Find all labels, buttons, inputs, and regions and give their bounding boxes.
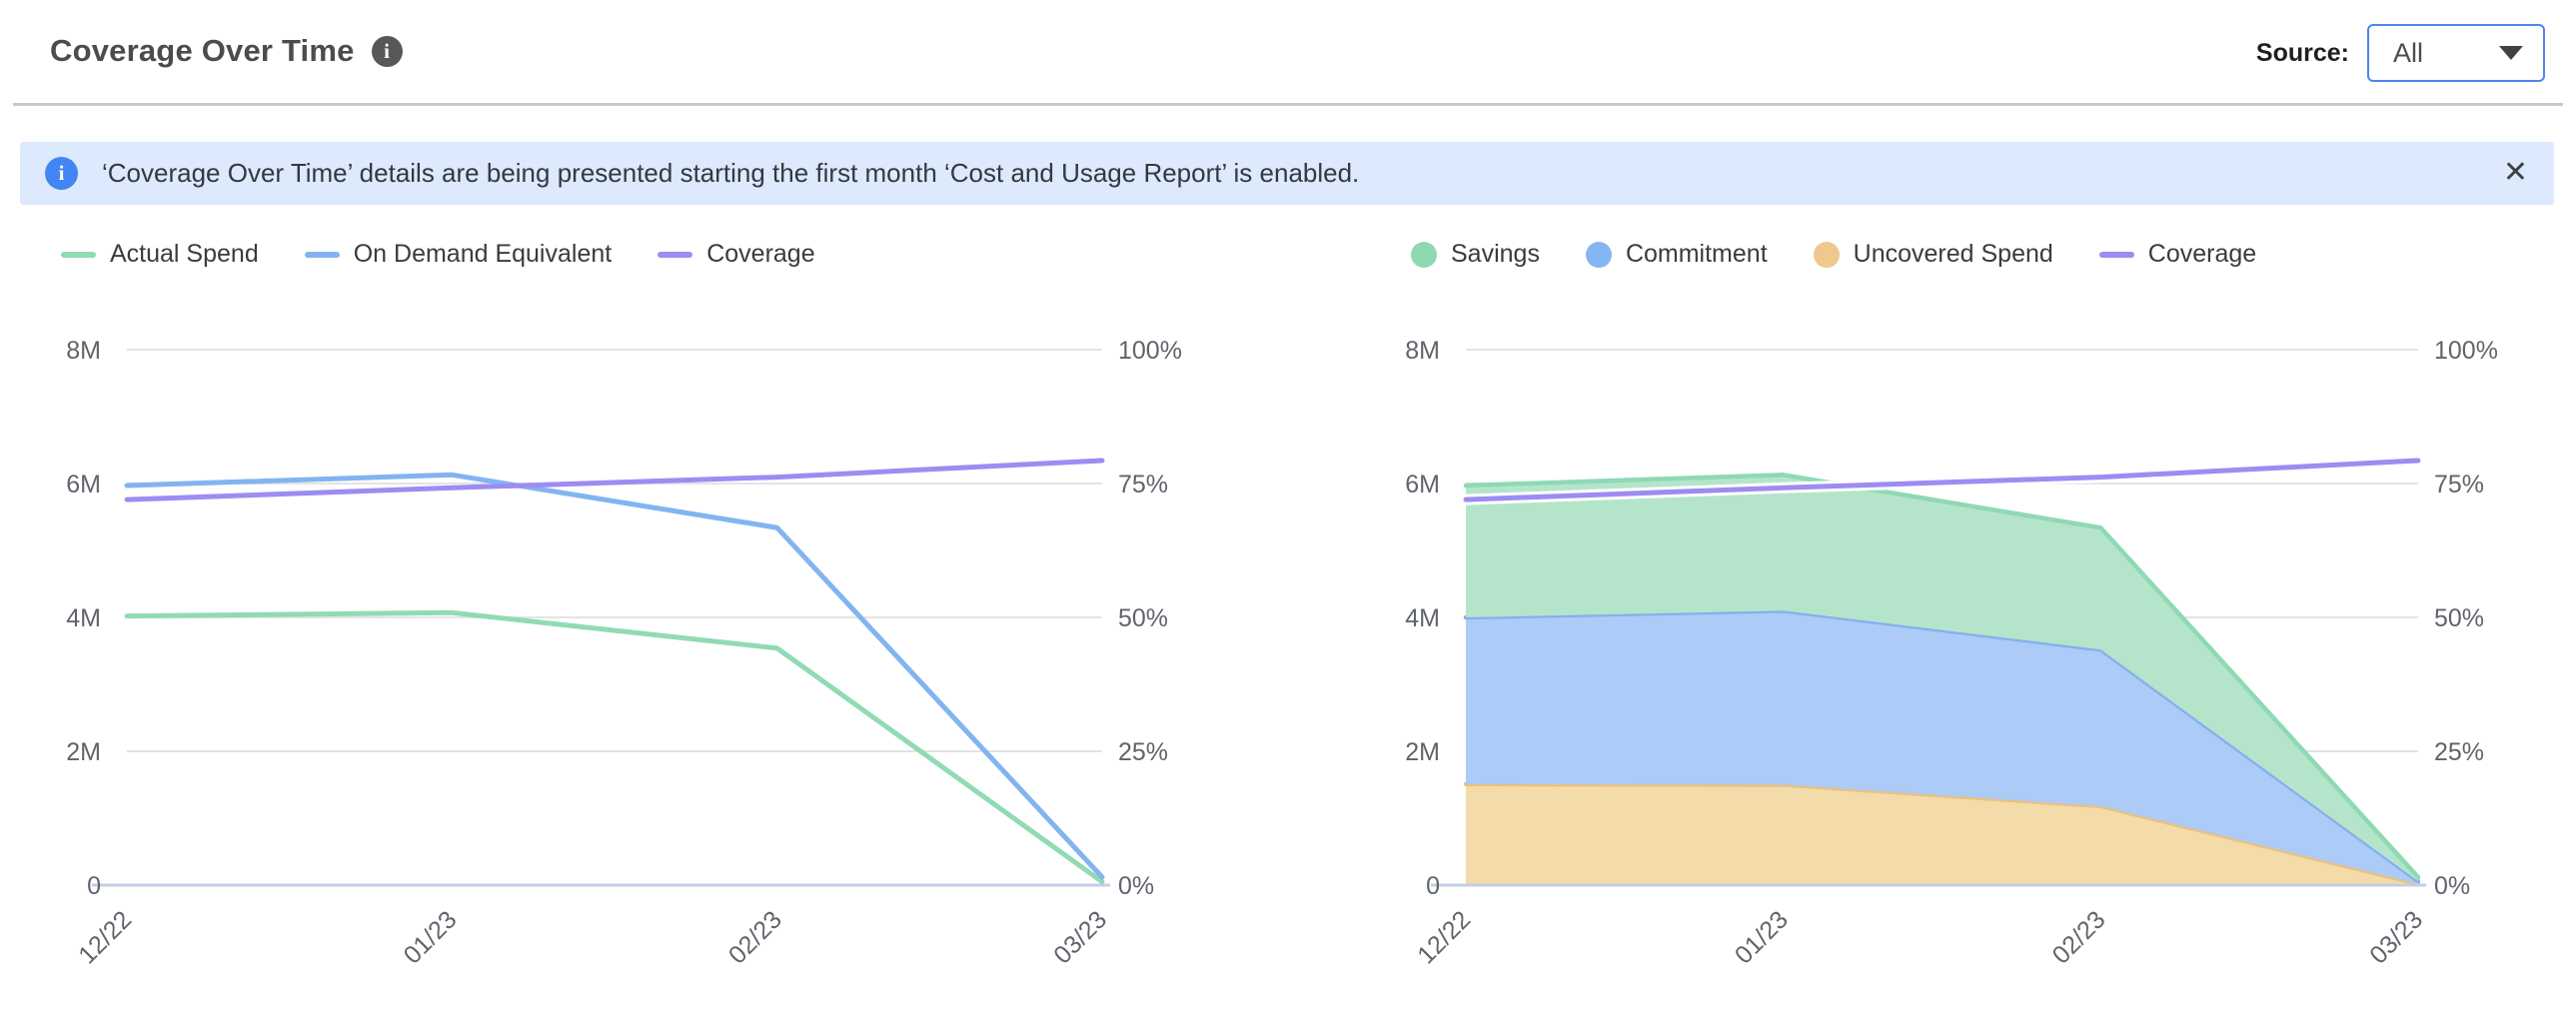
source-dropdown-value: All <box>2393 37 2424 68</box>
y-axis-right-tick: 25% <box>1118 738 1168 766</box>
source-dropdown[interactable]: All <box>2367 24 2545 82</box>
y-axis-left-tick: 4M <box>1405 604 1440 632</box>
banner-close-icon[interactable]: ✕ <box>2502 156 2528 189</box>
legend-label: Coverage <box>2147 240 2257 268</box>
y-axis-right-tick: 75% <box>2434 471 2484 499</box>
y-axis-right-tick: 100% <box>2434 337 2498 365</box>
y-axis-left-tick: 8M <box>1405 337 1440 365</box>
coverage-line <box>124 458 1105 503</box>
legend-item-commitment[interactable]: Commitment <box>1585 240 1768 269</box>
line-chart: 0 2M 4M 6M 8M 0% 25% 50% 75% 100% 12/22 01/23 02/23 0… <box>66 337 1182 969</box>
legend-item-on-demand-equivalent[interactable]: On Demand Equivalent <box>304 240 613 269</box>
legend-item-coverage[interactable]: Coverage <box>2098 240 2257 269</box>
panel-header: Coverage Over Time i Source: All <box>0 0 2576 103</box>
area-chart-legend: Savings Commitment Uncovered Spend Coverage <box>1411 240 2302 269</box>
y-axis-right-tick: 75% <box>1118 471 1168 499</box>
area-edge <box>1463 781 2421 886</box>
x-axis-tick: 03/23 <box>2364 905 2428 969</box>
x-axis-tick: 12/22 <box>73 905 137 969</box>
coverage-line <box>1463 458 2421 503</box>
legend-label: Uncovered Spend <box>1853 240 2053 268</box>
x-axis-tick: 01/23 <box>399 905 463 969</box>
y-axis-right-tick: 50% <box>2434 604 2484 632</box>
legend-label: Savings <box>1451 240 1540 268</box>
area-chart: 0 2M 4M 6M 8M 0% 25% 50% 75% 100% 12/22 01/23 02/23 0… <box>1405 337 2498 969</box>
y-axis-right-tick: 0% <box>1118 872 1154 900</box>
coverage-line-halo <box>1460 455 2424 506</box>
title-info-icon[interactable]: i <box>371 35 403 67</box>
area-uncovered-spend <box>1466 783 2418 885</box>
info-banner: i ‘Coverage Over Time’ details are being… <box>20 142 2554 205</box>
y-axis-left-tick: 2M <box>1405 738 1440 766</box>
legend-item-savings[interactable]: Savings <box>1411 240 1540 269</box>
x-axis-tick: 12/22 <box>1412 905 1476 969</box>
legend-swatch-line <box>2098 251 2134 258</box>
legend-label: Coverage <box>706 240 815 268</box>
legend-swatch-dot <box>1411 241 1437 268</box>
banner-info-icon: i <box>45 157 78 190</box>
line-chart-legend: Actual Spend On Demand Equivalent Coverage <box>61 240 861 269</box>
series-line-on-demand-equivalent <box>124 472 1105 880</box>
y-axis-right-tick: 50% <box>1118 604 1168 632</box>
area-edge <box>1463 608 2421 884</box>
x-axis-tick: 03/23 <box>1048 905 1112 969</box>
series-line-actual-spend <box>124 609 1105 885</box>
legend-swatch-dot <box>1813 241 1840 268</box>
y-axis-right-tick: 0% <box>2434 872 2470 900</box>
legend-item-actual-spend[interactable]: Actual Spend <box>61 240 259 269</box>
legend-swatch-line <box>304 251 340 258</box>
legend-swatch-line <box>657 251 693 258</box>
legend-item-coverage[interactable]: Coverage <box>657 240 815 269</box>
y-axis-right-tick: 100% <box>1118 337 1182 365</box>
header-divider <box>13 103 2563 106</box>
y-axis-left-tick: 0 <box>1426 872 1440 900</box>
x-axis-tick: 02/23 <box>2047 905 2111 969</box>
y-axis-right-tick: 25% <box>2434 738 2484 766</box>
area-edge <box>1463 473 2421 880</box>
chevron-down-icon <box>2499 46 2523 60</box>
legend-label: Actual Spend <box>110 240 259 268</box>
legend-label: Commitment <box>1625 240 1768 268</box>
y-axis-left-tick: 8M <box>66 337 101 365</box>
area-savings <box>1466 475 2418 881</box>
legend-label: On Demand Equivalent <box>353 240 613 268</box>
legend-swatch-line <box>61 251 96 258</box>
x-axis-tick: 02/23 <box>723 905 787 969</box>
y-axis-left-tick: 0 <box>87 872 101 900</box>
x-axis-tick: 01/23 <box>1730 905 1794 969</box>
page-title: Coverage Over Time <box>50 33 355 68</box>
source-label: Source: <box>2255 38 2349 67</box>
legend-swatch-dot <box>1585 241 1612 268</box>
y-axis-left-tick: 6M <box>1405 471 1440 499</box>
banner-message: ‘Coverage Over Time’ details are being p… <box>102 158 1360 188</box>
legend-item-uncovered-spend[interactable]: Uncovered Spend <box>1813 240 2053 269</box>
area-commitment <box>1466 610 2418 884</box>
y-axis-left-tick: 2M <box>66 738 101 766</box>
y-axis-left-tick: 6M <box>66 471 101 499</box>
y-axis-left-tick: 4M <box>66 604 101 632</box>
